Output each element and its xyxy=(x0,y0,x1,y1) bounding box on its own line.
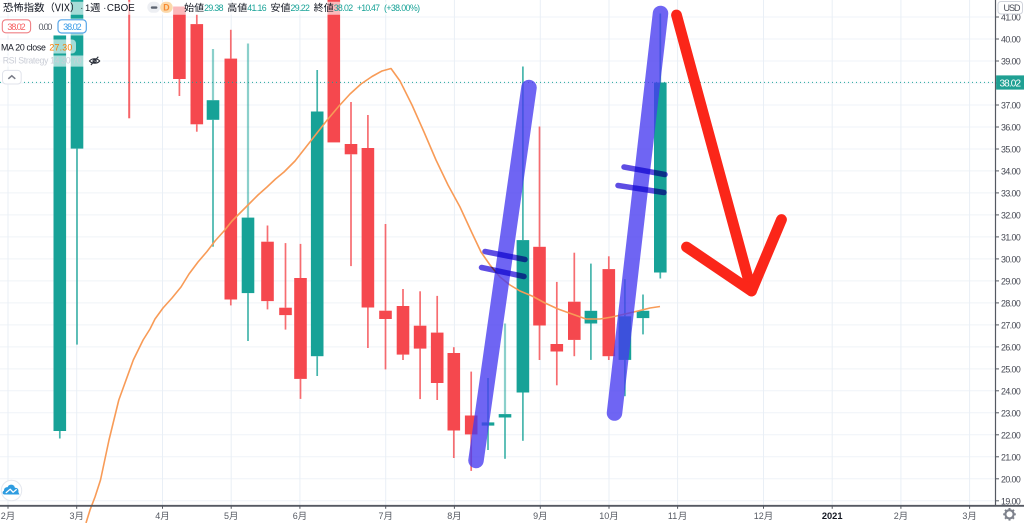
svg-text:1: 1 xyxy=(85,3,90,14)
svg-text:20.00: 20.00 xyxy=(1001,474,1021,484)
svg-text:MA 20 close: MA 20 close xyxy=(1,42,46,52)
svg-text:39.00: 39.00 xyxy=(1001,57,1021,67)
svg-text:RSI Strategy 14 30 70: RSI Strategy 14 30 70 xyxy=(3,56,82,66)
svg-text:24.00: 24.00 xyxy=(1001,386,1021,396)
svg-text:34.00: 34.00 xyxy=(1001,166,1021,176)
svg-text:38.02: 38.02 xyxy=(7,22,25,32)
svg-text:2: 2 xyxy=(1,511,6,521)
svg-text:2: 2 xyxy=(894,511,899,521)
svg-text:D: D xyxy=(163,3,169,13)
svg-text:(+38.00%): (+38.00%) xyxy=(384,3,420,13)
svg-text:4: 4 xyxy=(155,511,160,521)
svg-text:41.00: 41.00 xyxy=(1001,13,1021,23)
svg-text:3: 3 xyxy=(70,511,75,521)
svg-text:29.22: 29.22 xyxy=(291,3,310,13)
svg-text:30.00: 30.00 xyxy=(1001,254,1021,264)
svg-text:21.00: 21.00 xyxy=(1001,452,1021,462)
svg-text:3: 3 xyxy=(962,511,967,521)
svg-text:29.00: 29.00 xyxy=(1001,276,1021,286)
svg-text:·: · xyxy=(103,2,107,14)
svg-text:23.00: 23.00 xyxy=(1001,408,1021,418)
svg-text:38.02: 38.02 xyxy=(1000,78,1022,89)
svg-text:8: 8 xyxy=(447,511,452,521)
svg-text:33.00: 33.00 xyxy=(1001,188,1021,198)
svg-text:35.00: 35.00 xyxy=(1001,145,1021,155)
svg-text:0.00: 0.00 xyxy=(39,22,53,32)
svg-text:5: 5 xyxy=(224,511,229,521)
svg-text:25.00: 25.00 xyxy=(1001,364,1021,374)
svg-text:37.00: 37.00 xyxy=(1001,101,1021,111)
svg-text:27.30: 27.30 xyxy=(49,42,72,52)
svg-text:USD: USD xyxy=(1004,3,1022,13)
svg-text:7: 7 xyxy=(379,511,384,521)
svg-text:11: 11 xyxy=(668,511,677,521)
svg-text:38.02: 38.02 xyxy=(334,3,353,13)
svg-text:38.02: 38.02 xyxy=(63,22,82,32)
svg-text:6: 6 xyxy=(293,511,298,521)
svg-text:19.00: 19.00 xyxy=(1001,496,1021,506)
svg-text:12: 12 xyxy=(754,511,764,521)
svg-text:·: · xyxy=(80,2,84,14)
svg-text:32.00: 32.00 xyxy=(1001,210,1021,220)
svg-text:2021: 2021 xyxy=(822,511,843,521)
svg-text:22.00: 22.00 xyxy=(1001,430,1021,440)
svg-text:31.00: 31.00 xyxy=(1001,232,1021,242)
svg-text:26.00: 26.00 xyxy=(1001,342,1021,352)
svg-text:9: 9 xyxy=(533,511,538,521)
svg-text:36.00: 36.00 xyxy=(1001,123,1021,133)
svg-text:+10.47: +10.47 xyxy=(357,3,380,13)
svg-text:10: 10 xyxy=(599,511,609,521)
svg-text:CBOE: CBOE xyxy=(107,3,135,14)
svg-text:40.00: 40.00 xyxy=(1001,35,1021,45)
svg-text:28.00: 28.00 xyxy=(1001,298,1021,308)
svg-text:29.38: 29.38 xyxy=(204,3,223,13)
svg-text:27.00: 27.00 xyxy=(1001,320,1021,330)
svg-text:41.16: 41.16 xyxy=(247,3,266,13)
